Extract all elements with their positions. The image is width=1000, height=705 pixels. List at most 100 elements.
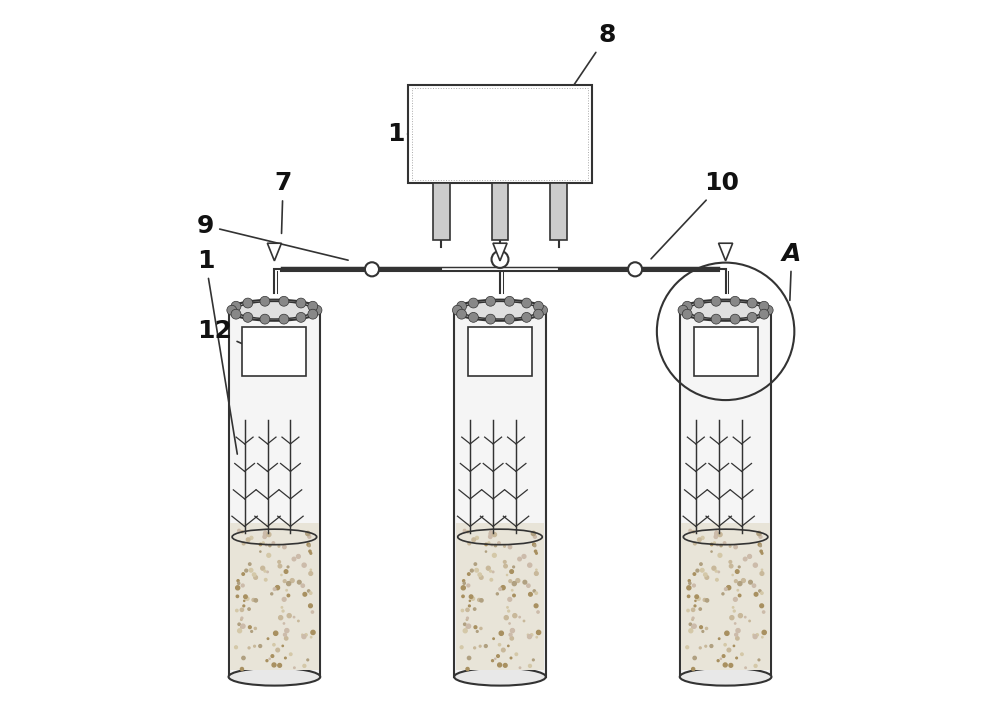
Circle shape [287,594,290,596]
Circle shape [710,644,713,647]
Circle shape [250,537,253,539]
Circle shape [714,535,718,539]
Circle shape [271,593,273,595]
Circle shape [715,532,718,536]
Circle shape [245,569,248,572]
Circle shape [720,544,722,546]
Circle shape [700,563,702,565]
Circle shape [302,634,306,639]
Circle shape [273,644,275,646]
Circle shape [696,569,699,572]
Circle shape [760,550,762,553]
Circle shape [692,668,695,670]
Circle shape [261,566,265,570]
Circle shape [473,608,476,611]
Circle shape [452,305,462,315]
Circle shape [246,597,249,601]
Circle shape [259,544,262,546]
Circle shape [533,543,536,546]
Circle shape [761,569,763,570]
Circle shape [283,545,286,548]
Ellipse shape [235,302,313,319]
Circle shape [699,647,701,649]
Circle shape [523,580,527,584]
Circle shape [741,579,745,582]
Circle shape [243,605,245,607]
Circle shape [536,637,537,638]
Circle shape [478,573,481,577]
Circle shape [468,542,471,545]
Text: 11: 11 [387,122,422,146]
Circle shape [713,542,715,544]
Circle shape [763,305,773,315]
Circle shape [738,594,741,596]
Bar [433,183,450,240]
Circle shape [301,584,304,587]
Circle shape [537,630,541,634]
Circle shape [246,538,250,541]
Circle shape [475,537,478,539]
Circle shape [531,532,536,536]
Circle shape [738,582,742,586]
Circle shape [282,597,286,601]
Circle shape [694,312,704,322]
Circle shape [718,532,722,537]
Circle shape [489,532,493,536]
Circle shape [529,664,531,668]
Circle shape [492,553,496,557]
Circle shape [682,301,692,311]
Circle shape [272,663,276,667]
Bar [454,310,546,677]
Circle shape [471,597,475,601]
Circle shape [264,531,267,534]
Circle shape [733,645,735,646]
Circle shape [285,629,289,632]
Circle shape [720,658,721,659]
Circle shape [694,605,696,607]
Circle shape [296,298,306,308]
Circle shape [493,638,494,639]
Circle shape [715,531,718,534]
Ellipse shape [229,668,320,685]
Circle shape [734,545,737,548]
Circle shape [241,584,244,587]
Circle shape [512,589,513,591]
Ellipse shape [680,668,771,685]
Circle shape [695,600,696,601]
Circle shape [231,301,241,311]
Ellipse shape [461,302,539,319]
Circle shape [692,619,693,620]
Circle shape [236,609,238,612]
Circle shape [762,611,765,613]
Circle shape [516,579,520,582]
Ellipse shape [454,668,546,685]
Circle shape [687,586,691,590]
Circle shape [534,545,536,546]
Circle shape [492,251,508,268]
Circle shape [238,529,240,532]
Circle shape [264,570,266,572]
Circle shape [309,604,312,608]
Circle shape [753,563,757,568]
Circle shape [267,532,271,537]
Circle shape [510,570,513,573]
Circle shape [467,617,468,619]
Circle shape [311,630,315,634]
Circle shape [260,551,261,552]
Circle shape [536,569,537,570]
Circle shape [480,599,483,602]
Circle shape [308,535,311,538]
Circle shape [753,634,757,639]
Circle shape [278,565,282,568]
Circle shape [463,629,467,633]
Circle shape [249,563,251,565]
Circle shape [248,608,250,611]
Circle shape [748,555,751,558]
Circle shape [488,542,490,544]
Bar [681,523,770,670]
Circle shape [497,655,499,657]
Bar [550,183,567,240]
Circle shape [534,550,537,553]
Circle shape [705,645,707,647]
Circle shape [678,305,688,315]
